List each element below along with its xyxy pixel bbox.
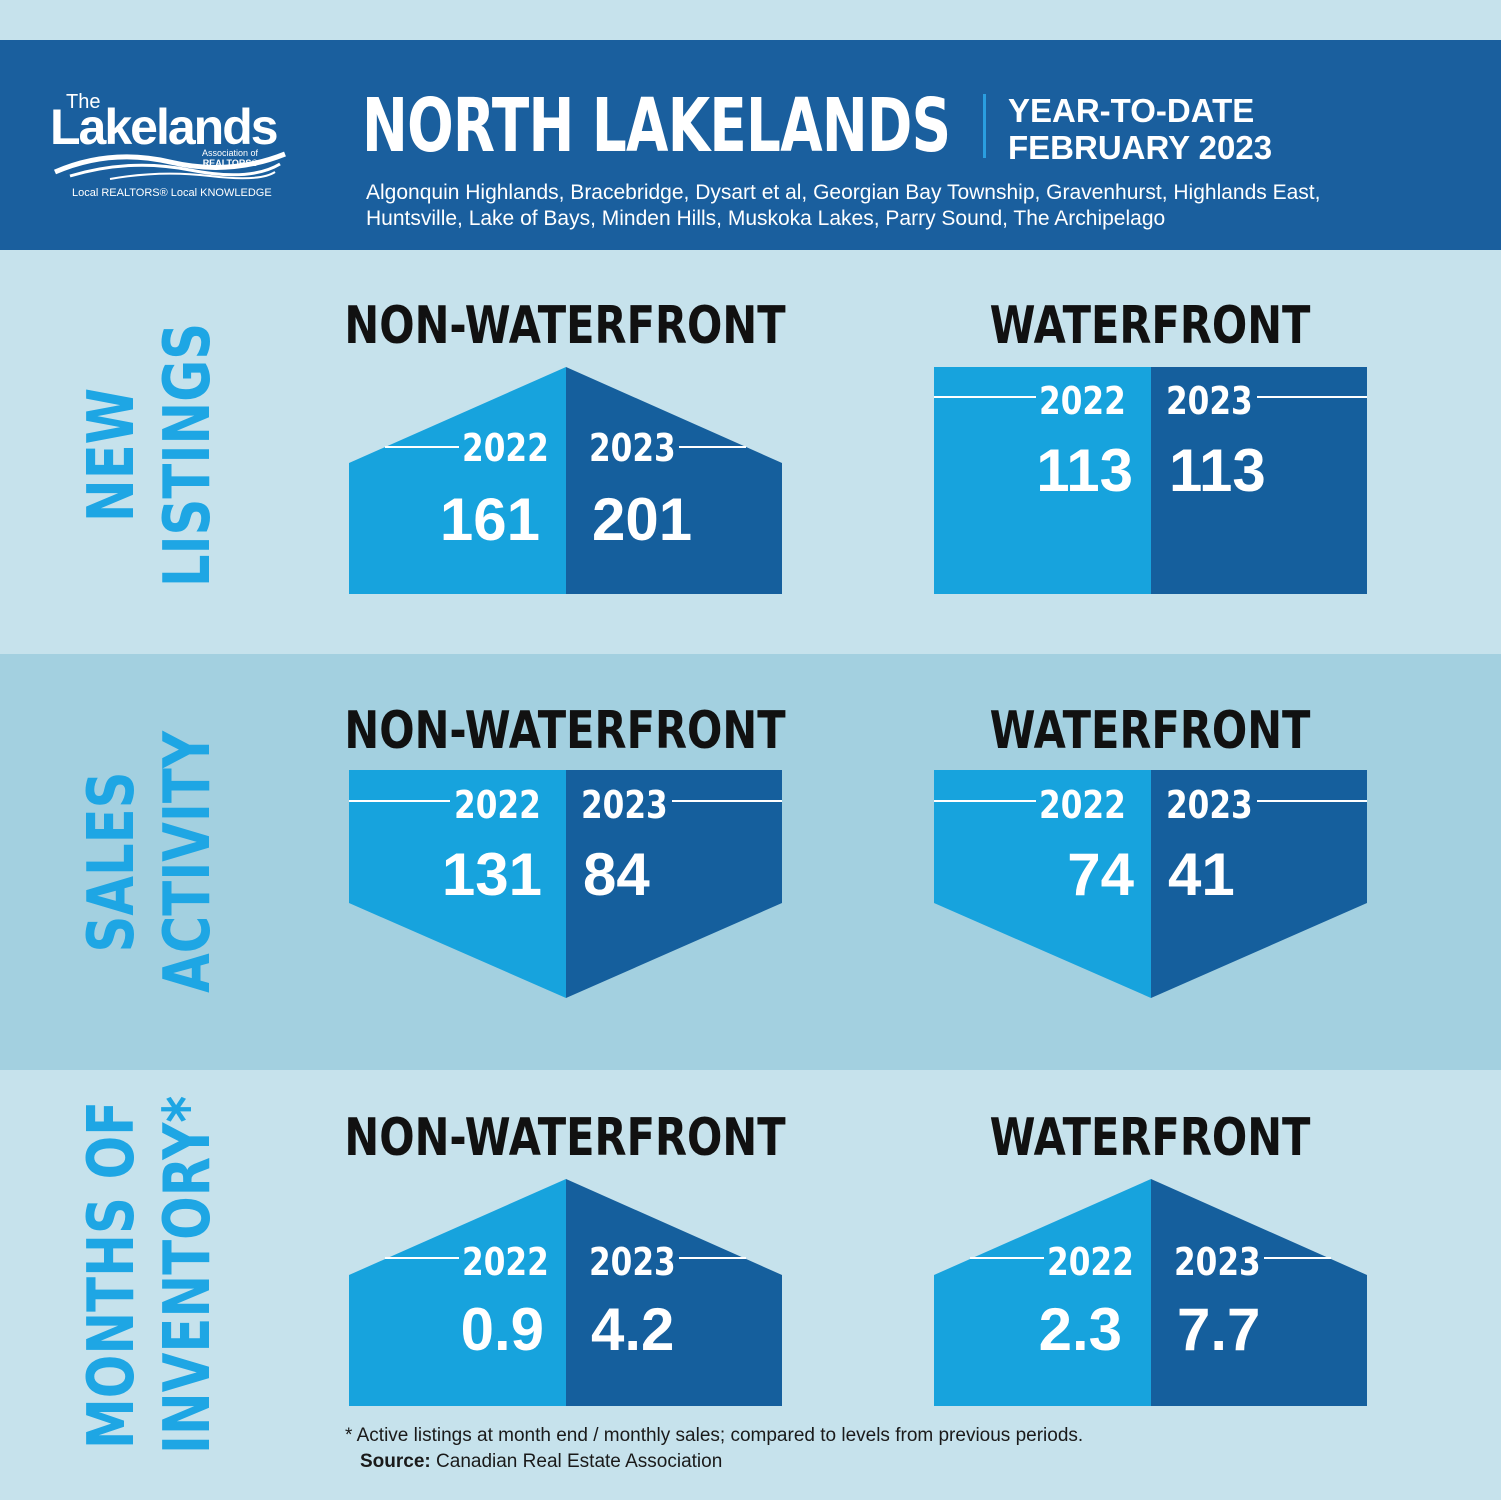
year-2022-label: 2022 xyxy=(1039,783,1126,827)
year-2023-label: 2023 xyxy=(589,1240,676,1284)
source-line: Source: Canadian Real Estate Association xyxy=(360,1451,722,1473)
section-label-sales-activity: SALES ACTIVITY xyxy=(74,731,226,993)
value-2022: 131 xyxy=(441,841,542,908)
card-inventory-non-waterfront: 2022 2023 0.9 4.2 xyxy=(349,1179,782,1406)
value-2023: 113 xyxy=(1169,437,1266,504)
year-2022-label: 2022 xyxy=(462,426,549,470)
year-2022-label: 2022 xyxy=(462,1240,549,1284)
logo-wave-icon xyxy=(54,151,286,180)
value-2022: 113 xyxy=(1036,437,1133,504)
heading-sales-waterfront: WATERFRONT xyxy=(989,701,1311,761)
section-label-line1: SALES xyxy=(75,771,149,953)
header-banner: The Lakelands Association of REALTORS® L… xyxy=(0,40,1501,250)
card-shape xyxy=(349,770,782,998)
year-2023-label: 2023 xyxy=(1166,379,1253,423)
year-2023-label: 2023 xyxy=(1174,1240,1261,1284)
period-line1: YEAR-TO-DATE xyxy=(1008,92,1255,129)
value-2023: 84 xyxy=(583,841,650,908)
heading-inventory-waterfront: WATERFRONT xyxy=(989,1108,1311,1168)
card-shape xyxy=(349,367,782,594)
heading-inventory-non-waterfront: NON-WATERFRONT xyxy=(344,1108,786,1168)
background-band-top xyxy=(0,0,1501,40)
logo-association-line1: Association of xyxy=(201,148,258,158)
value-2022: 161 xyxy=(439,486,540,553)
card-shape xyxy=(934,367,1367,594)
year-2023-label: 2023 xyxy=(581,783,668,827)
card-new-listings-waterfront: 2022 2023 113 113 xyxy=(934,367,1367,594)
section-label-months-of-inventory: MONTHS OF INVENTORY* xyxy=(74,1096,226,1454)
logo-association-text: Association of REALTORS® xyxy=(198,148,258,168)
page-title: NORTH LAKELANDS xyxy=(362,83,951,169)
section-label-line1: NEW xyxy=(75,387,149,523)
section-label-line1: MONTHS OF xyxy=(75,1100,149,1450)
section-label-line2: INVENTORY* xyxy=(151,1095,225,1455)
logo-the-text: The xyxy=(66,91,101,113)
value-2022: 74 xyxy=(1067,841,1134,908)
heading-new-listings-non-waterfront: NON-WATERFRONT xyxy=(344,296,786,356)
value-2023: 201 xyxy=(592,486,693,553)
title-divider xyxy=(983,94,986,158)
areas-list: Algonquin Highlands, Bracebridge, Dysart… xyxy=(366,180,1466,232)
year-2023-label: 2023 xyxy=(1166,783,1253,827)
card-shape xyxy=(934,770,1367,998)
year-2023-label: 2023 xyxy=(589,426,676,470)
card-sales-waterfront: 2022 2023 74 41 xyxy=(934,770,1367,998)
value-2023: 7.7 xyxy=(1177,1296,1261,1363)
value-2023: 41 xyxy=(1168,841,1235,908)
value-2023: 4.2 xyxy=(591,1296,675,1363)
footnote: * Active listings at month end / monthly… xyxy=(345,1425,1084,1446)
card-new-listings-non-waterfront: 2022 2023 161 201 xyxy=(349,367,782,594)
card-sales-non-waterfront: 2022 2023 131 84 xyxy=(349,770,782,998)
period-label: YEAR-TO-DATE FEBRUARY 2023 xyxy=(1008,92,1272,166)
period-line2: FEBRUARY 2023 xyxy=(1008,129,1273,166)
value-2022: 2.3 xyxy=(1038,1296,1122,1363)
year-2022-label: 2022 xyxy=(1039,379,1126,423)
section-label-line2: LISTINGS xyxy=(151,322,225,588)
areas-line1: Algonquin Highlands, Bracebridge, Dysart… xyxy=(366,181,1321,204)
areas-line2: Huntsville, Lake of Bays, Minden Hills, … xyxy=(366,207,1166,230)
card-shape xyxy=(349,1179,782,1406)
year-2022-label: 2022 xyxy=(1047,1240,1134,1284)
logo-name-text: Lakelands xyxy=(50,99,279,155)
heading-sales-non-waterfront: NON-WATERFRONT xyxy=(344,701,786,761)
heading-new-listings-waterfront: WATERFRONT xyxy=(989,296,1311,356)
logo-association-line2: REALTORS® xyxy=(202,158,258,168)
year-2022-label: 2022 xyxy=(454,783,541,827)
source-value: Canadian Real Estate Association xyxy=(436,1451,723,1472)
logo-tagline: Local REALTORS® Local KNOWLEDGE xyxy=(72,187,272,199)
card-shape xyxy=(934,1179,1367,1406)
card-inventory-waterfront: 2022 2023 2.3 7.7 xyxy=(934,1179,1367,1406)
source-label: Source: xyxy=(360,1451,431,1472)
value-2022: 0.9 xyxy=(460,1296,544,1363)
section-label-new-listings: NEW LISTINGS xyxy=(74,323,226,587)
section-label-line2: ACTIVITY xyxy=(151,731,225,993)
